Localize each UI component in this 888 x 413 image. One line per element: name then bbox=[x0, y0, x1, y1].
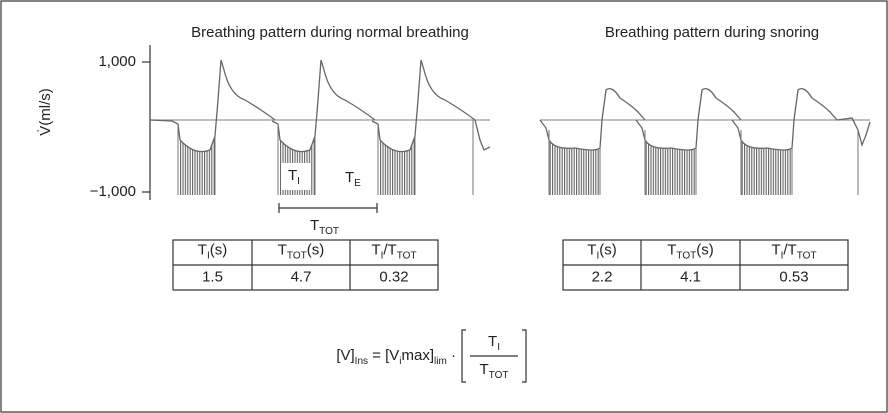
formula-left: [V]Ins = [Vimax]lim · bbox=[336, 347, 456, 367]
text-part: [V] bbox=[336, 347, 354, 364]
text-part: T bbox=[771, 241, 780, 258]
table-cell: 2.2 bbox=[592, 268, 613, 285]
annotation: TTOT bbox=[310, 217, 339, 237]
text-part: T bbox=[198, 241, 207, 258]
text-part: = [V bbox=[368, 347, 399, 364]
text-part: T bbox=[587, 241, 596, 258]
table-cell: 0.32 bbox=[379, 268, 408, 285]
subscript: TOT bbox=[287, 250, 307, 261]
subscript: TOT bbox=[797, 250, 817, 261]
table-cell: 0.53 bbox=[779, 268, 808, 285]
subscript: i bbox=[399, 356, 401, 367]
annotation: TI bbox=[288, 167, 300, 187]
formula-denominator: TTOT bbox=[480, 361, 509, 381]
y-tick-label: 1,000 bbox=[98, 53, 136, 70]
formula: [V]Ins = [Vimax]lim · TI TTOT bbox=[336, 329, 527, 383]
subscript: Ins bbox=[355, 356, 368, 367]
subscript: TOT bbox=[489, 370, 509, 381]
text-part: (s) bbox=[696, 241, 714, 258]
subscript: lim bbox=[434, 356, 447, 367]
table-cell: 4.7 bbox=[291, 268, 312, 285]
table-header: TI(s) bbox=[198, 241, 227, 261]
text-part: T bbox=[480, 361, 489, 378]
subscript: E bbox=[354, 178, 361, 189]
subscript: I bbox=[497, 342, 500, 353]
table-cell: 4.1 bbox=[680, 268, 701, 285]
text-part: T bbox=[288, 167, 297, 184]
text-part: (s) bbox=[599, 241, 617, 258]
formula-numerator: TI bbox=[488, 333, 500, 353]
subscript: TOT bbox=[676, 250, 696, 261]
text-part: /T bbox=[383, 241, 396, 258]
text-part: max] bbox=[402, 347, 435, 364]
table-header: TI(s) bbox=[587, 241, 616, 261]
text-part: T bbox=[667, 241, 676, 258]
left-title: Breathing pattern during normal breathin… bbox=[191, 24, 469, 41]
text-part: (s) bbox=[210, 241, 228, 258]
table-header: TTOT(s) bbox=[667, 241, 714, 261]
y-tick-label: −1,000 bbox=[90, 183, 136, 200]
subscript: I bbox=[297, 176, 300, 187]
ti-box bbox=[281, 163, 311, 190]
subscript: I bbox=[381, 250, 384, 261]
text-part: T bbox=[278, 241, 287, 258]
right-title: Breathing pattern during snoring bbox=[605, 24, 819, 41]
table-header: TI/TTOT bbox=[771, 241, 816, 261]
y-axis-label: V̇(ml/s) bbox=[37, 88, 54, 136]
text-part: T bbox=[310, 217, 319, 234]
table-cell: 1.5 bbox=[202, 268, 223, 285]
subscript: I bbox=[596, 250, 599, 261]
text-part: T bbox=[488, 333, 497, 350]
text-part: T bbox=[345, 169, 354, 186]
text-part: T bbox=[371, 241, 380, 258]
subscript: TOT bbox=[319, 226, 339, 237]
normal-wave bbox=[149, 59, 491, 196]
text-part: · bbox=[447, 347, 456, 364]
subscript: I bbox=[207, 250, 210, 261]
text-part: (s) bbox=[307, 241, 325, 258]
table-header: TTOT(s) bbox=[278, 241, 325, 261]
ttot-bracket bbox=[278, 203, 378, 213]
snoring-wave bbox=[539, 87, 871, 196]
subscript: I bbox=[781, 250, 784, 261]
text-part: /T bbox=[783, 241, 796, 258]
tables: TI(s)1.5TTOT(s)4.7TI/TTOT0.32TI(s)2.2TTO… bbox=[172, 239, 849, 291]
table-header: TI/TTOT bbox=[371, 241, 416, 261]
annotation: TE bbox=[345, 169, 361, 189]
subscript: TOT bbox=[397, 250, 417, 261]
